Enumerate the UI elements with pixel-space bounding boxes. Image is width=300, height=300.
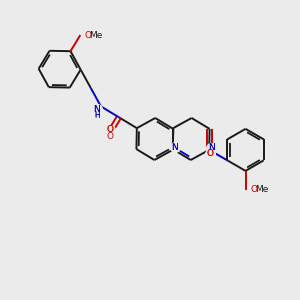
Text: H: H [94,112,100,118]
Text: Me: Me [255,185,268,194]
Text: N: N [208,143,214,152]
Text: O: O [106,132,113,141]
Text: O: O [206,149,213,158]
Text: O: O [206,149,213,158]
Text: N: N [171,142,178,152]
Text: N: N [171,142,178,152]
Text: N: N [208,143,214,152]
Text: O: O [106,125,113,134]
Text: O: O [106,125,113,134]
Text: O: O [250,185,257,194]
Text: N: N [94,105,100,114]
Text: H: H [94,111,100,120]
Text: Me: Me [90,31,103,40]
Text: N: N [94,105,100,114]
Text: O: O [85,31,92,40]
